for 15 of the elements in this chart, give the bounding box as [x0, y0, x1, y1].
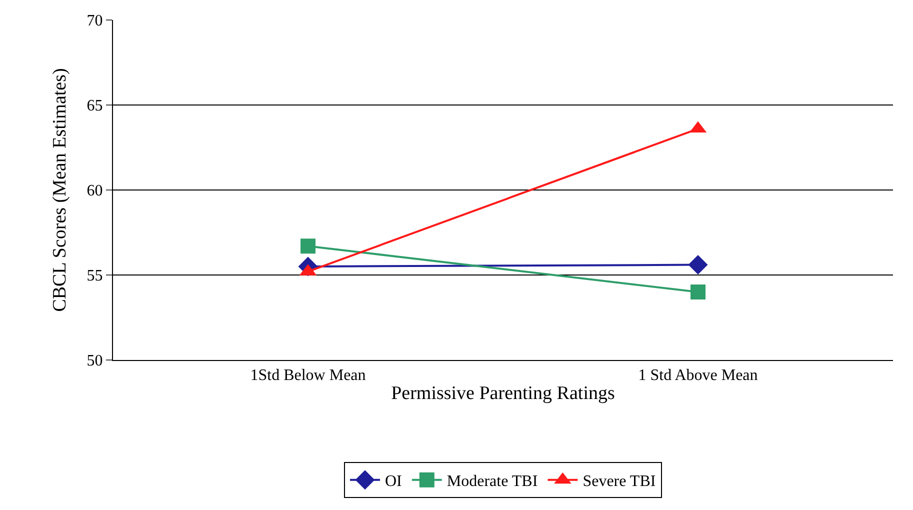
- legend-label: Severe TBI: [582, 473, 656, 490]
- point: [688, 255, 708, 275]
- y-tick-label: 65: [86, 98, 103, 115]
- x-tick-label: 1 Std Above Mean: [638, 367, 758, 384]
- y-tick-label: 55: [86, 268, 103, 285]
- point: [690, 284, 706, 300]
- x-axis-title: Permissive Parenting Ratings: [391, 383, 615, 404]
- legend-label: OI: [385, 473, 402, 490]
- x-tick-label: 1Std Below Mean: [250, 367, 366, 384]
- y-tick-label: 60: [86, 182, 103, 200]
- y-tick-label: 50: [86, 352, 103, 370]
- y-axis-title: CBCL Scores (Mean Estimates): [50, 68, 71, 312]
- legend-label: Moderate TBI: [446, 473, 538, 490]
- y-tick-label: 70: [86, 12, 103, 30]
- point: [300, 238, 316, 254]
